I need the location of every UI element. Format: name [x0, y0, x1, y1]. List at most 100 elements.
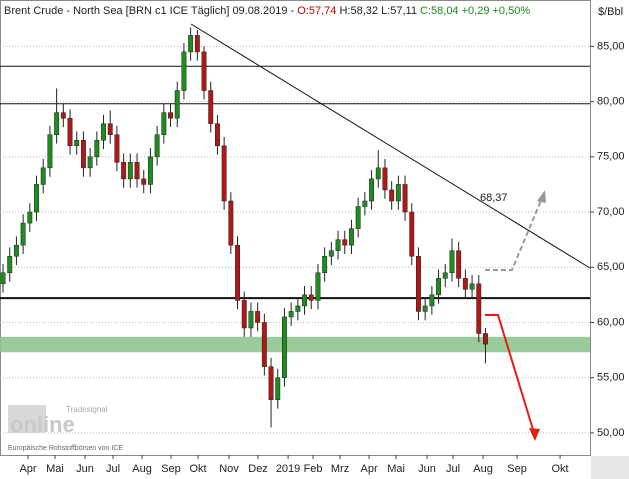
header-part: C:58,04 +0,29 +0,50%	[417, 5, 530, 17]
candle-body	[101, 123, 106, 141]
x-tick-label: Okt	[189, 463, 206, 475]
candle-body	[275, 377, 281, 401]
x-tick-label: Nov	[219, 463, 239, 475]
x-tick-label: Apr	[19, 463, 36, 475]
y-tick-label: 65,00	[597, 261, 625, 273]
arrow-head	[529, 428, 540, 441]
candle-body	[228, 200, 234, 246]
candle-body	[409, 211, 415, 257]
candle-body	[295, 305, 301, 312]
candle-body	[335, 239, 341, 251]
header-part: O:57,74	[297, 5, 336, 17]
x-tick-label: Jun	[76, 463, 94, 475]
main-layer	[0, 27, 488, 428]
candle-body	[248, 311, 254, 329]
candle-body	[221, 145, 227, 202]
candle-body	[147, 156, 153, 185]
annotation: 68,37	[480, 192, 508, 204]
candle-body	[315, 272, 321, 301]
x-tick-label: Feb	[304, 463, 323, 475]
y-tick-label: 50,00	[597, 427, 625, 439]
candle-body	[201, 51, 207, 91]
header: Brent Crude - North Sea [BRN c1 ICE Tägl…	[4, 5, 530, 17]
candle-body	[469, 283, 475, 290]
unit-label: $/Bbl	[598, 6, 623, 18]
candle-body	[168, 112, 173, 119]
x-tick-label: Dez	[248, 463, 268, 475]
x-tick-label: Jul	[446, 463, 460, 475]
x-tick-label: Apr	[361, 463, 378, 475]
support-zone	[0, 336, 590, 353]
x-tick-label: Mrz	[331, 463, 349, 475]
candle-body	[34, 184, 39, 213]
candle-body	[121, 162, 127, 180]
candle-body	[416, 255, 421, 312]
candle-body	[154, 134, 160, 158]
candle-body	[107, 123, 113, 135]
candle-body	[214, 123, 220, 147]
candle-body	[429, 294, 435, 307]
forecast-arrow-up	[485, 197, 543, 271]
forecast-arrow-down	[485, 314, 536, 437]
x-tick-label: Jun	[418, 463, 436, 475]
candle-body	[349, 228, 354, 246]
candle-body	[476, 283, 482, 334]
y-tick-label: 60,00	[597, 316, 625, 328]
candle-body	[395, 184, 401, 202]
candle-body	[382, 167, 388, 191]
x-tick-label: Sep	[161, 463, 181, 475]
candle-body	[174, 90, 180, 119]
candle-body	[436, 278, 442, 296]
candle-body	[462, 278, 468, 290]
y-tick-label: 80,00	[597, 96, 625, 108]
candle-body	[67, 117, 73, 147]
arrow-head	[537, 190, 546, 203]
candle-body	[20, 222, 26, 246]
header-part: H:58,32	[336, 5, 378, 17]
candle-body	[281, 316, 287, 378]
candle-body	[402, 184, 408, 213]
x-tick-label: Mai	[387, 463, 405, 475]
candle-body	[0, 272, 6, 285]
candle-body	[288, 311, 294, 318]
x-tick-label: Sep	[507, 463, 527, 475]
x-tick-label: Aug	[132, 463, 152, 475]
y-tick-label: 55,00	[597, 372, 625, 384]
trend-line	[190, 23, 591, 269]
candle-body	[114, 134, 120, 163]
candle-body	[389, 189, 395, 202]
candle-body	[13, 244, 19, 257]
candle-body	[208, 90, 214, 124]
candle-body	[308, 294, 314, 301]
y-tick-label: 85,00	[597, 40, 625, 52]
candle-body	[268, 366, 274, 401]
candle-body	[87, 156, 93, 169]
x-tick-label: Mai	[46, 463, 64, 475]
candle-body	[442, 272, 448, 279]
candle-body	[47, 134, 53, 169]
candle-body	[235, 244, 240, 301]
candle-body	[94, 140, 100, 158]
y-tick-label: 75,00	[597, 151, 625, 163]
x-tick-label: Aug	[473, 463, 493, 475]
x-tick-label: Okt	[551, 463, 568, 475]
candle-body	[369, 178, 375, 202]
candle-body	[375, 167, 381, 180]
candle-body	[141, 178, 147, 185]
x-tick-label: 2019	[276, 463, 300, 475]
candle-body	[483, 333, 488, 345]
logo-box	[8, 405, 46, 433]
candle-body	[328, 250, 334, 257]
source-note: Europäische Rohstoffbörsen von ICE	[8, 445, 123, 452]
candle-body	[181, 51, 187, 91]
candle-body	[80, 140, 86, 169]
y-tick-label: 70,00	[597, 206, 625, 218]
candle-body	[134, 162, 140, 180]
candle-body	[342, 239, 348, 246]
candle-body	[422, 305, 428, 312]
candle-body	[255, 311, 261, 323]
candle-body	[7, 255, 13, 274]
candle-body	[241, 300, 247, 329]
x-tick-label: Jul	[106, 463, 120, 475]
candle-body	[54, 112, 60, 135]
